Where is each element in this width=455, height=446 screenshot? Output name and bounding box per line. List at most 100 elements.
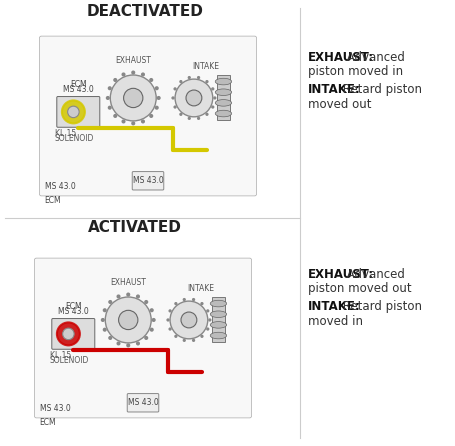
Circle shape [144, 336, 148, 340]
Circle shape [68, 106, 79, 118]
Circle shape [152, 318, 156, 322]
FancyBboxPatch shape [35, 258, 252, 418]
Circle shape [105, 297, 151, 343]
Circle shape [57, 322, 80, 345]
Circle shape [144, 300, 148, 304]
Circle shape [63, 328, 74, 340]
Circle shape [103, 308, 107, 312]
Circle shape [110, 75, 156, 121]
Circle shape [108, 336, 112, 340]
Circle shape [168, 327, 172, 330]
Text: DEACTIVATED: DEACTIVATED [86, 4, 203, 19]
Circle shape [187, 76, 191, 79]
Text: ECM: ECM [65, 302, 81, 311]
Circle shape [186, 90, 202, 106]
Circle shape [182, 298, 186, 301]
Circle shape [126, 293, 130, 297]
Ellipse shape [215, 78, 232, 85]
Circle shape [113, 78, 117, 82]
Text: ECM: ECM [45, 195, 61, 205]
Circle shape [108, 300, 112, 304]
Circle shape [197, 76, 200, 79]
Circle shape [174, 334, 177, 338]
Circle shape [113, 114, 117, 118]
Text: ACTIVATED: ACTIVATED [88, 220, 182, 235]
Text: Advanced: Advanced [344, 51, 405, 64]
Text: SOLENOID: SOLENOID [55, 134, 94, 144]
Circle shape [121, 72, 126, 77]
Text: EXHAUST:: EXHAUST: [308, 268, 374, 281]
Ellipse shape [210, 300, 227, 307]
Circle shape [103, 328, 107, 332]
Text: ECM: ECM [70, 80, 86, 89]
Circle shape [179, 80, 182, 83]
FancyBboxPatch shape [40, 36, 257, 196]
Circle shape [157, 96, 161, 100]
Circle shape [175, 79, 213, 117]
FancyBboxPatch shape [57, 96, 100, 127]
Text: EXHAUST: EXHAUST [110, 278, 146, 287]
Circle shape [62, 100, 85, 124]
Text: moved in: moved in [308, 315, 363, 328]
Ellipse shape [210, 311, 227, 318]
Text: Advanced: Advanced [344, 268, 405, 281]
Text: INTAKE: INTAKE [188, 284, 215, 293]
Circle shape [155, 86, 159, 90]
Text: SOLENOID: SOLENOID [50, 356, 89, 365]
Circle shape [136, 341, 140, 346]
Circle shape [192, 298, 195, 301]
Circle shape [131, 70, 135, 74]
Circle shape [205, 113, 208, 116]
Circle shape [101, 318, 105, 322]
Text: INTAKE:: INTAKE: [308, 300, 361, 313]
Text: INTAKE: INTAKE [193, 62, 220, 71]
Text: MS 43.0: MS 43.0 [58, 307, 89, 316]
Circle shape [200, 302, 203, 305]
Text: ECM: ECM [40, 417, 56, 426]
Circle shape [141, 72, 145, 77]
Circle shape [150, 308, 154, 312]
Bar [212, 297, 225, 342]
Text: moved out: moved out [308, 98, 371, 111]
Circle shape [108, 106, 112, 110]
Text: piston moved out: piston moved out [308, 282, 412, 295]
Text: Retard piston: Retard piston [339, 83, 422, 96]
Circle shape [170, 301, 208, 339]
Circle shape [179, 113, 182, 116]
Text: EXHAUST: EXHAUST [115, 56, 151, 65]
Circle shape [126, 343, 130, 347]
Text: Retard piston: Retard piston [339, 300, 422, 313]
Circle shape [174, 302, 177, 305]
Circle shape [121, 120, 126, 124]
Circle shape [182, 339, 186, 342]
Circle shape [173, 87, 177, 91]
Circle shape [116, 294, 121, 298]
Circle shape [206, 327, 209, 330]
Circle shape [168, 309, 172, 313]
Circle shape [150, 328, 154, 332]
FancyBboxPatch shape [132, 172, 164, 190]
Ellipse shape [215, 89, 232, 95]
Text: MS 43.0: MS 43.0 [132, 176, 163, 185]
Circle shape [211, 105, 214, 109]
Circle shape [206, 309, 209, 313]
FancyBboxPatch shape [52, 318, 95, 349]
Circle shape [149, 114, 153, 118]
Circle shape [211, 87, 214, 91]
Circle shape [205, 80, 208, 83]
Circle shape [106, 96, 110, 100]
Circle shape [200, 334, 203, 338]
Text: MS 43.0: MS 43.0 [63, 85, 94, 94]
Circle shape [213, 96, 217, 99]
Text: KL 15: KL 15 [50, 351, 71, 360]
Ellipse shape [210, 322, 227, 328]
Text: EXHAUST:: EXHAUST: [308, 51, 374, 64]
Ellipse shape [215, 110, 232, 117]
FancyBboxPatch shape [127, 393, 159, 412]
Ellipse shape [215, 99, 232, 106]
Circle shape [155, 106, 159, 110]
Circle shape [136, 294, 140, 298]
Text: piston moved in: piston moved in [308, 66, 403, 78]
Ellipse shape [210, 332, 227, 339]
Circle shape [197, 117, 200, 120]
